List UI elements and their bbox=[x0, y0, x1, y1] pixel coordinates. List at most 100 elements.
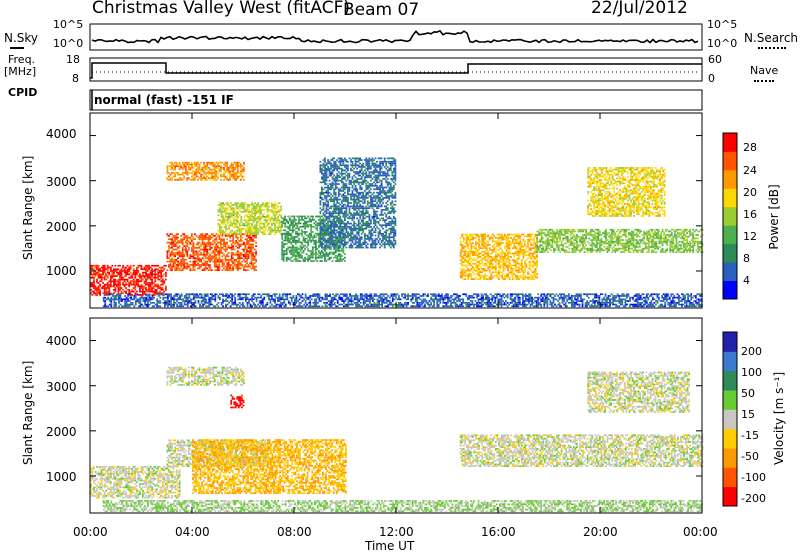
date-label: 22/Jul/2012 bbox=[591, 0, 688, 18]
nsearch-label: N.Search bbox=[744, 31, 799, 45]
power-region-5 bbox=[319, 157, 397, 249]
power-region-7 bbox=[536, 228, 704, 253]
power-region-8 bbox=[587, 167, 666, 217]
vel-range-tick-1000: 1000 bbox=[46, 470, 77, 484]
power-cbar-swatch-0 bbox=[723, 280, 737, 300]
freq-tick-high-right: 60 bbox=[708, 53, 722, 66]
time-tick-3: 12:00 bbox=[379, 525, 414, 539]
vel-cbar-tick-neg100: -100 bbox=[741, 471, 766, 484]
power-cbar-label: Power [dB] bbox=[767, 184, 781, 250]
vel-cbar-swatch-4 bbox=[723, 409, 737, 430]
freq-label: Freq. bbox=[8, 53, 36, 66]
velocity-region-5 bbox=[587, 371, 690, 413]
power-cbar-tick-8: 8 bbox=[743, 252, 750, 265]
noise-tick-high-left: 10^5 bbox=[53, 18, 84, 31]
noise-tick-low-left: 10^0 bbox=[53, 37, 84, 50]
power-cbar-swatch-3 bbox=[723, 225, 737, 245]
power-cbar-swatch-2 bbox=[723, 243, 737, 263]
freq-unit-label: [MHz] bbox=[4, 65, 37, 78]
power-cbar-tick-28: 28 bbox=[743, 141, 757, 154]
vel-range-tick-3000: 3000 bbox=[46, 380, 77, 394]
xlabel: Time UT bbox=[365, 539, 415, 553]
cpid-label: CPID bbox=[8, 86, 38, 99]
power-cbar-swatch-4 bbox=[723, 206, 737, 226]
time-tick-4: 16:00 bbox=[481, 525, 516, 539]
time-tick-0: 00:00 bbox=[73, 525, 108, 539]
vel-cbar-swatch-3 bbox=[723, 428, 737, 449]
power-region-9 bbox=[102, 293, 703, 308]
vel-cbar-tick-neg200: -200 bbox=[741, 492, 766, 505]
vel-cbar-tick-neg50: -50 bbox=[741, 450, 759, 463]
freq-tick-low-left: 8 bbox=[72, 72, 79, 85]
vel-range-tick-2000: 2000 bbox=[46, 425, 77, 439]
vel-cbar-tick-50: 50 bbox=[741, 387, 755, 400]
power-colorbar bbox=[722, 132, 738, 300]
noise-tick-high-right: 10^5 bbox=[707, 18, 738, 31]
vel-cbar-tick-200: 200 bbox=[741, 345, 762, 358]
power-cbar-swatch-8 bbox=[723, 133, 737, 152]
power-region-2 bbox=[217, 202, 282, 235]
chart-title: Christmas Valley West (fitACF) bbox=[92, 0, 351, 18]
cpid-panel bbox=[89, 89, 703, 111]
velocity-ylabel: Slant Range [km] bbox=[21, 360, 35, 465]
freq-panel bbox=[89, 57, 703, 82]
velocity-region-3 bbox=[230, 394, 245, 409]
power-cbar-swatch-5 bbox=[723, 188, 737, 208]
time-tick-5: 20:00 bbox=[583, 525, 618, 539]
power-range-tick-2000: 2000 bbox=[46, 220, 77, 234]
freq-tick-high-left: 18 bbox=[66, 53, 80, 66]
noise-series bbox=[91, 29, 699, 44]
beam-label: Beam 07 bbox=[343, 0, 420, 20]
vel-range-tick-4000: 4000 bbox=[46, 334, 77, 348]
power-cbar-tick-16: 16 bbox=[743, 208, 757, 221]
vel-cbar-tick-100: 100 bbox=[741, 366, 762, 379]
power-region-1 bbox=[166, 233, 257, 271]
cpid-text: normal (fast) -151 IF bbox=[94, 93, 234, 107]
vel-cbar-swatch-8 bbox=[723, 332, 737, 352]
time-tick-2: 08:00 bbox=[277, 525, 312, 539]
time-tick-6: 00:00 bbox=[683, 525, 718, 539]
power-cbar-tick-12: 12 bbox=[743, 230, 757, 243]
velocity-region-6 bbox=[166, 366, 245, 386]
vel-cbar-swatch-0 bbox=[723, 486, 737, 507]
power-cbar-tick-4: 4 bbox=[743, 274, 750, 287]
velocity-cbar-label: Velocity [m s⁻¹] bbox=[772, 371, 786, 465]
power-ylabel: Slant Range [km] bbox=[21, 155, 35, 260]
vel-cbar-swatch-6 bbox=[723, 370, 737, 391]
nsky-label: N.Sky bbox=[4, 31, 39, 45]
velocity-panel bbox=[89, 317, 704, 514]
vel-cbar-swatch-2 bbox=[723, 448, 737, 468]
velocity-region-0 bbox=[90, 466, 181, 499]
noise-tick-low-right: 10^0 bbox=[707, 37, 738, 50]
power-cbar-swatch-1 bbox=[723, 262, 737, 281]
vel-cbar-tick-15: 15 bbox=[741, 408, 755, 421]
time-tick-1: 04:00 bbox=[175, 525, 210, 539]
power-region-6 bbox=[459, 233, 538, 280]
vel-cbar-swatch-1 bbox=[723, 467, 737, 488]
velocity-region-7 bbox=[102, 500, 703, 513]
vel-cbar-tick-neg15: -15 bbox=[741, 429, 759, 442]
vel-cbar-swatch-7 bbox=[723, 351, 737, 372]
nave-label: Nave bbox=[750, 64, 779, 77]
power-cbar-swatch-7 bbox=[723, 151, 737, 171]
nsearch-dots bbox=[758, 47, 786, 49]
velocity-region-2 bbox=[192, 439, 347, 494]
power-cbar-tick-20: 20 bbox=[743, 186, 757, 199]
freq-series bbox=[90, 62, 702, 79]
power-range-tick-4000: 4000 bbox=[46, 127, 77, 141]
power-region-0 bbox=[90, 264, 167, 296]
nsky-line bbox=[10, 47, 24, 49]
power-region-4 bbox=[166, 161, 245, 181]
freq-tick-low-right: 0 bbox=[708, 72, 715, 85]
vel-cbar-swatch-5 bbox=[723, 390, 737, 410]
noise-panel bbox=[89, 23, 703, 51]
power-range-tick-1000: 1000 bbox=[46, 264, 77, 278]
velocity-region-4 bbox=[459, 434, 704, 467]
nave-dots bbox=[754, 80, 774, 82]
velocity-colorbar bbox=[722, 331, 738, 507]
power-panel bbox=[89, 112, 704, 309]
power-cbar-swatch-6 bbox=[723, 169, 737, 189]
power-cbar-tick-24: 24 bbox=[743, 164, 757, 177]
power-range-tick-3000: 3000 bbox=[46, 175, 77, 189]
